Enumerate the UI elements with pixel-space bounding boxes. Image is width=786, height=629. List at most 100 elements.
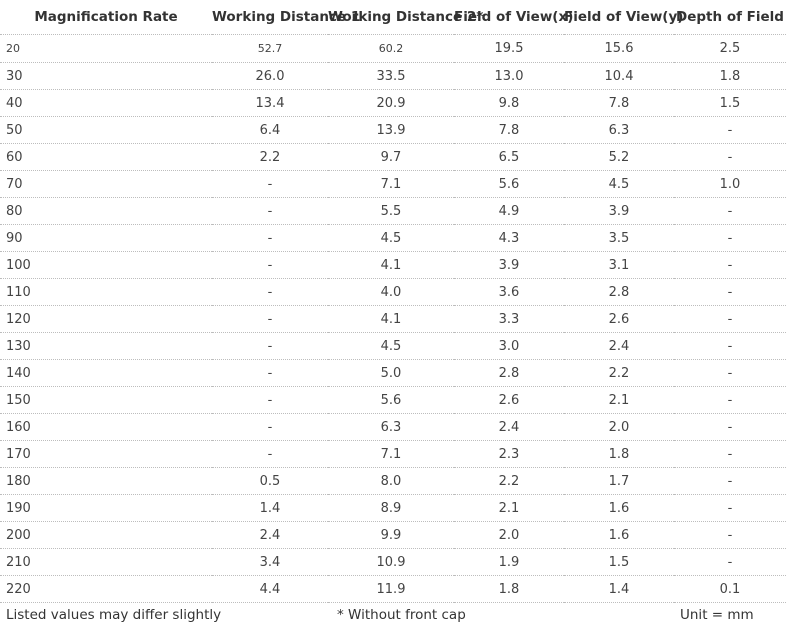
cell-field-of-view-x: 3.0 bbox=[454, 332, 564, 360]
cell-working-distance-2: 4.1 bbox=[328, 305, 454, 333]
cell-working-distance-2: 11.9 bbox=[328, 575, 454, 603]
cell-field-of-view-x: 6.5 bbox=[454, 143, 564, 171]
cell-magnification-rate: 140 bbox=[0, 359, 212, 387]
cell-field-of-view-x: 2.3 bbox=[454, 440, 564, 468]
cell-field-of-view-y: 2.4 bbox=[564, 332, 674, 360]
cell-depth-of-field: - bbox=[674, 332, 786, 360]
cell-field-of-view-y: 10.4 bbox=[564, 62, 674, 90]
cell-working-distance-1: - bbox=[212, 224, 328, 252]
cell-field-of-view-y: 3.1 bbox=[564, 251, 674, 279]
cell-field-of-view-y: 5.2 bbox=[564, 143, 674, 171]
cell-magnification-rate: 150 bbox=[0, 386, 212, 414]
cell-magnification-rate: 220 bbox=[0, 575, 212, 603]
cell-magnification-rate: 20 bbox=[0, 34, 212, 63]
cell-field-of-view-x: 2.8 bbox=[454, 359, 564, 387]
cell-magnification-rate: 190 bbox=[0, 494, 212, 522]
cell-field-of-view-y: 3.9 bbox=[564, 197, 674, 225]
cell-field-of-view-x: 4.3 bbox=[454, 224, 564, 252]
cell-working-distance-1: 2.4 bbox=[212, 521, 328, 549]
cell-working-distance-2: 13.9 bbox=[328, 116, 454, 144]
cell-depth-of-field: - bbox=[674, 386, 786, 414]
header-field-of-view-y: Field of View(y) bbox=[564, 0, 683, 35]
cell-field-of-view-x: 2.4 bbox=[454, 413, 564, 441]
cell-magnification-rate: 80 bbox=[0, 197, 212, 225]
header-magnification-rate: Magnification Rate bbox=[0, 0, 212, 35]
table-row: 50 6.4 13.9 7.8 6.3- bbox=[0, 116, 786, 144]
cell-field-of-view-x: 1.9 bbox=[454, 548, 564, 576]
table-row: 100-4.1 3.9 3.1- bbox=[0, 251, 786, 279]
header-working-distance-2: Working Distance 2* bbox=[328, 0, 483, 35]
cell-field-of-view-x: 7.8 bbox=[454, 116, 564, 144]
cell-depth-of-field: - bbox=[674, 116, 786, 144]
cell-depth-of-field: - bbox=[674, 548, 786, 576]
cell-depth-of-field: - bbox=[674, 494, 786, 522]
cell-magnification-rate: 50 bbox=[0, 116, 212, 144]
cell-working-distance-1: - bbox=[212, 440, 328, 468]
cell-magnification-rate: 70 bbox=[0, 170, 212, 198]
table-row: 140-5.0 2.8 2.2- bbox=[0, 359, 786, 387]
cell-field-of-view-y: 6.3 bbox=[564, 116, 674, 144]
header-field-of-view-x: Field of View(x) bbox=[454, 0, 573, 35]
cell-field-of-view-y: 1.4 bbox=[564, 575, 674, 603]
cell-working-distance-2: 5.6 bbox=[328, 386, 454, 414]
cell-working-distance-1: 2.2 bbox=[212, 143, 328, 171]
cell-depth-of-field: - bbox=[674, 305, 786, 333]
table-row: 220 4.4 11.9 1.8 1.4 0.1 bbox=[0, 575, 786, 603]
cell-field-of-view-y: 1.7 bbox=[564, 467, 674, 495]
table-row: 40 13.4 20.9 9.8 7.8 1.5 bbox=[0, 89, 786, 117]
cell-field-of-view-x: 4.9 bbox=[454, 197, 564, 225]
cell-field-of-view-y: 1.6 bbox=[564, 521, 674, 549]
cell-working-distance-2: 8.0 bbox=[328, 467, 454, 495]
table-row: 70-7.1 5.6 4.5 1.0 bbox=[0, 170, 786, 198]
cell-field-of-view-y: 1.5 bbox=[564, 548, 674, 576]
footer-note-middle: * Without front cap bbox=[337, 607, 466, 623]
cell-field-of-view-y: 2.6 bbox=[564, 305, 674, 333]
cell-magnification-rate: 160 bbox=[0, 413, 212, 441]
cell-magnification-rate: 130 bbox=[0, 332, 212, 360]
cell-working-distance-1: - bbox=[212, 251, 328, 279]
cell-field-of-view-x: 2.1 bbox=[454, 494, 564, 522]
cell-working-distance-1: 52.7 bbox=[212, 34, 328, 63]
cell-field-of-view-x: 3.9 bbox=[454, 251, 564, 279]
table-row: 80-5.5 4.9 3.9- bbox=[0, 197, 786, 225]
cell-working-distance-2: 5.5 bbox=[328, 197, 454, 225]
cell-working-distance-1: - bbox=[212, 332, 328, 360]
cell-field-of-view-y: 2.1 bbox=[564, 386, 674, 414]
table-row: 130-4.5 3.0 2.4- bbox=[0, 332, 786, 360]
cell-working-distance-1: - bbox=[212, 305, 328, 333]
cell-working-distance-2: 8.9 bbox=[328, 494, 454, 522]
cell-working-distance-1: 3.4 bbox=[212, 548, 328, 576]
cell-working-distance-1: 26.0 bbox=[212, 62, 328, 90]
header-row: Magnification Rate Working Distance 1 Wo… bbox=[0, 0, 786, 35]
cell-field-of-view-y: 7.8 bbox=[564, 89, 674, 117]
cell-working-distance-1: - bbox=[212, 359, 328, 387]
cell-working-distance-1: 0.5 bbox=[212, 467, 328, 495]
cell-field-of-view-y: 4.5 bbox=[564, 170, 674, 198]
cell-magnification-rate: 170 bbox=[0, 440, 212, 468]
table-row: 120-4.1 3.3 2.6- bbox=[0, 305, 786, 333]
cell-working-distance-1: 1.4 bbox=[212, 494, 328, 522]
cell-field-of-view-x: 19.5 bbox=[454, 34, 564, 63]
cell-working-distance-2: 7.1 bbox=[328, 170, 454, 198]
cell-magnification-rate: 30 bbox=[0, 62, 212, 90]
cell-field-of-view-x: 2.6 bbox=[454, 386, 564, 414]
cell-field-of-view-y: 1.6 bbox=[564, 494, 674, 522]
cell-depth-of-field: 1.8 bbox=[674, 62, 786, 90]
table-row: 180 0.5 8.0 2.2 1.7- bbox=[0, 467, 786, 495]
cell-field-of-view-y: 15.6 bbox=[564, 34, 674, 63]
cell-field-of-view-x: 3.6 bbox=[454, 278, 564, 306]
cell-working-distance-2: 10.9 bbox=[328, 548, 454, 576]
cell-working-distance-2: 4.5 bbox=[328, 224, 454, 252]
table-footer: Listed values may differ slightly * With… bbox=[0, 603, 786, 629]
cell-field-of-view-x: 3.3 bbox=[454, 305, 564, 333]
cell-working-distance-2: 20.9 bbox=[328, 89, 454, 117]
cell-field-of-view-y: 2.2 bbox=[564, 359, 674, 387]
cell-magnification-rate: 60 bbox=[0, 143, 212, 171]
cell-field-of-view-x: 2.0 bbox=[454, 521, 564, 549]
cell-depth-of-field: - bbox=[674, 224, 786, 252]
cell-working-distance-2: 6.3 bbox=[328, 413, 454, 441]
table-row: 160-6.3 2.4 2.0- bbox=[0, 413, 786, 441]
cell-field-of-view-y: 2.0 bbox=[564, 413, 674, 441]
cell-magnification-rate: 110 bbox=[0, 278, 212, 306]
table-row: 200 2.4 9.9 2.0 1.6- bbox=[0, 521, 786, 549]
